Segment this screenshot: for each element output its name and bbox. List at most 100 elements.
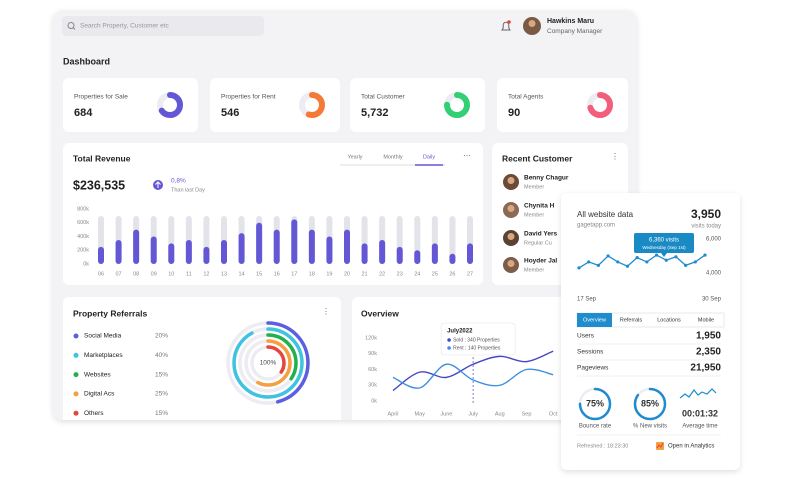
- visits-point: [674, 255, 678, 259]
- referrals-title: Property Referrals: [73, 308, 147, 318]
- y-tick-label: 400k: [77, 234, 89, 240]
- x-tick-label: 07: [116, 271, 122, 277]
- revenue-change: 0,8%: [171, 178, 186, 185]
- y-tick-label: 600k: [77, 220, 89, 226]
- notification-dot: [507, 20, 511, 24]
- bar: [150, 236, 157, 264]
- visits-point: [577, 266, 581, 270]
- legend-dot: [73, 410, 79, 416]
- website-title: All website data: [577, 210, 634, 219]
- user-role: Company Manager: [547, 28, 603, 35]
- revenue-tab[interactable]: Monthly: [383, 154, 403, 160]
- tooltip-line: Sold : 340 Properties: [453, 337, 500, 343]
- x-tick-label: 10: [168, 271, 174, 277]
- legend-dot: [73, 333, 79, 339]
- visits-tooltip-text: Wednesday (Sep 1st): [642, 245, 686, 250]
- metric-value: 2,350: [696, 347, 721, 358]
- x-tick-label: Oct: [549, 411, 558, 417]
- series-line: [392, 350, 554, 392]
- stat-value: 90: [508, 107, 520, 119]
- x-tick-label: 27: [467, 271, 473, 277]
- y-tick-label: 0k: [371, 398, 377, 404]
- x-tick-label: 09: [151, 271, 157, 277]
- legend-dot: [73, 391, 79, 397]
- stat-donut: [299, 92, 325, 118]
- bar: [449, 253, 456, 264]
- legend-dot: [73, 352, 79, 358]
- x-tick-label: 20: [344, 271, 350, 277]
- x-tick-label: 17 Sep: [577, 297, 597, 303]
- refreshed: Refreshed : 18:23:30: [577, 443, 628, 449]
- y-tick-label: 120k: [365, 335, 377, 341]
- more-menu[interactable]: ⋮: [611, 152, 619, 161]
- x-tick-label: 12: [203, 271, 209, 277]
- website-tab[interactable]: Referrals: [620, 317, 643, 323]
- more-menu[interactable]: ⋮: [322, 307, 330, 316]
- x-tick-label: Aug: [495, 411, 505, 417]
- revenue-total: $236,535: [73, 178, 125, 192]
- gauge-label: Bounce rate: [579, 424, 612, 430]
- tooltip-title: July2022: [447, 329, 473, 335]
- customer-role: Member: [524, 184, 544, 190]
- x-tick-label: 23: [397, 271, 403, 277]
- series-line: [392, 363, 554, 389]
- customer-title: Recent Customer: [502, 153, 573, 163]
- revenue-tab[interactable]: Daily: [423, 154, 435, 160]
- bar: [291, 219, 298, 264]
- more-menu[interactable]: ⋯: [463, 151, 471, 160]
- website-domain: gagetapp.com: [577, 223, 615, 229]
- average-time-sparkline: [679, 388, 717, 399]
- y-tick-label: 6,000: [706, 236, 722, 242]
- website-tab[interactable]: Overview: [583, 317, 606, 323]
- change-arrow: [155, 181, 161, 188]
- tooltip-dot: [447, 338, 451, 342]
- x-tick-label: 25: [432, 271, 438, 277]
- legend-label: Digital Acs: [84, 391, 115, 398]
- metric-label: Pageviews: [577, 365, 609, 372]
- user-name: Hawkins Maru: [547, 18, 594, 25]
- bar: [344, 229, 350, 264]
- analytics-link[interactable]: Open in Analytics: [668, 444, 714, 450]
- visits-point: [587, 260, 591, 264]
- stat-value: 5,732: [361, 107, 389, 119]
- x-tick-label: 11: [186, 271, 192, 277]
- tooltip-dot: [447, 346, 451, 350]
- customer-avatar-face: [507, 205, 515, 212]
- bar: [203, 246, 210, 264]
- gauge-value: 75%: [586, 398, 604, 408]
- bar: [273, 229, 280, 264]
- x-tick-label: 13: [221, 271, 227, 277]
- customer-name: Chynita H: [524, 203, 555, 210]
- visits-line: [578, 254, 706, 269]
- revenue-tab[interactable]: Yearly: [347, 154, 362, 160]
- legend-label: Social Media: [84, 333, 122, 340]
- stat-value: 546: [221, 107, 239, 119]
- customer-name: David Yers: [524, 231, 558, 238]
- x-tick-label: 16: [274, 271, 280, 277]
- ring-arc: [226, 321, 310, 405]
- x-tick-label: 17: [291, 271, 297, 277]
- stat-donut: [444, 92, 470, 118]
- bar: [221, 239, 227, 264]
- x-tick-label: April: [387, 411, 398, 417]
- customer-role: Member: [524, 212, 544, 218]
- dashboard: Search Property, Customer etc Hawkins Mar…: [62, 16, 628, 420]
- search-box[interactable]: [62, 16, 264, 36]
- visits-tooltip-text: 6,360 visits: [649, 238, 679, 244]
- visits-point: [664, 258, 668, 262]
- stat-label: Total Agents: [508, 94, 544, 101]
- x-tick-label: May: [415, 411, 426, 417]
- website-tab[interactable]: Locations: [657, 317, 681, 323]
- visits-point: [596, 263, 600, 267]
- x-tick-label: 24: [414, 271, 420, 277]
- bar: [467, 243, 473, 264]
- analytics-icon-line: [656, 442, 664, 449]
- y-tick-label: 0k: [83, 261, 89, 267]
- visits-point: [703, 253, 707, 257]
- bar: [238, 233, 245, 264]
- bar: [431, 243, 438, 264]
- website-tab[interactable]: Mobile: [698, 317, 714, 323]
- x-tick-label: 30 Sep: [702, 297, 722, 303]
- bell-icon[interactable]: [501, 21, 511, 31]
